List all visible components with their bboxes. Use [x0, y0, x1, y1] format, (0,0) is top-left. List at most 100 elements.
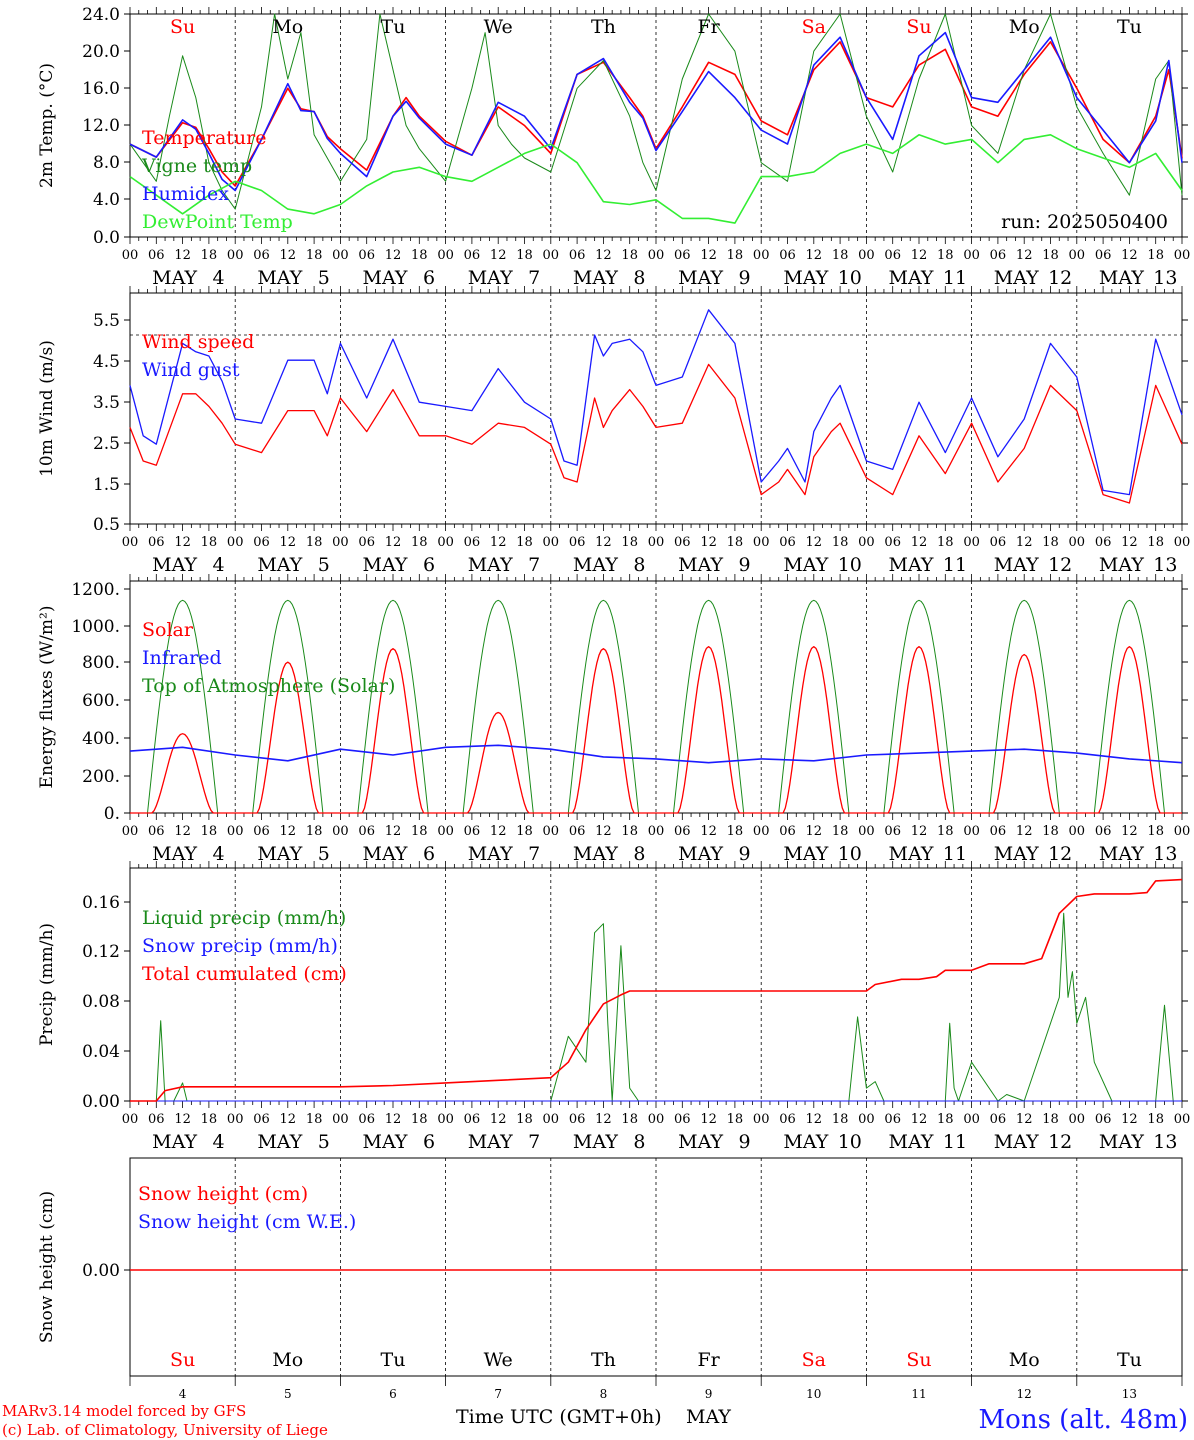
- x-tick-label: 06: [674, 535, 691, 550]
- x-tick-label: 06: [1095, 535, 1112, 550]
- x-tick-label: 18: [516, 535, 533, 550]
- day-number-label: 8: [600, 1387, 608, 1401]
- date-label-month: MAY: [257, 554, 302, 576]
- location-label: Mons (alt. 48m): [979, 1405, 1188, 1435]
- legend-label: Humidex: [142, 183, 229, 205]
- legend-label: Wind gust: [142, 359, 240, 381]
- x-tick-label: 06: [779, 248, 796, 263]
- x-tick-label: 18: [727, 824, 744, 839]
- x-tick-label: 12: [385, 824, 402, 839]
- date-label-month: MAY: [1099, 267, 1144, 289]
- y-tick-label: 0.04: [82, 1042, 120, 1062]
- weekday-label: Tu: [381, 16, 406, 38]
- x-tick-label: 12: [1016, 248, 1033, 263]
- y-tick-label: 0.0: [93, 228, 120, 248]
- x-tick-label: 06: [358, 1112, 375, 1127]
- x-tick-label: 06: [148, 248, 165, 263]
- x-tick-label: 06: [569, 1112, 586, 1127]
- date-label-month: MAY: [468, 267, 513, 289]
- y-tick-label: 16.0: [82, 79, 120, 99]
- x-tick-label: 00: [963, 248, 980, 263]
- x-tick-label: 12: [911, 824, 928, 839]
- x-tick-label: 00: [753, 824, 770, 839]
- x-tick-label: 06: [569, 248, 586, 263]
- x-tick-label: 00: [122, 535, 139, 550]
- x-tick-label: 00: [963, 824, 980, 839]
- x-tick-label: 06: [779, 1112, 796, 1127]
- x-tick-label: 00: [753, 1112, 770, 1127]
- date-label-day: 8: [633, 267, 645, 289]
- panel-3: 0. 200. 400. 600. 800. 1000. 1200. Energy fluxe…: [37, 574, 1190, 865]
- date-label-month: MAY: [783, 554, 828, 576]
- weekday-label: Mo: [272, 16, 303, 38]
- y-tick-label: 800.: [82, 653, 120, 673]
- x-tick-label: 12: [911, 535, 928, 550]
- x-tick-label: 18: [727, 248, 744, 263]
- x-tick-label: 06: [674, 1112, 691, 1127]
- x-tick-label: 06: [884, 824, 901, 839]
- panel-5: 0.00 Snow height (cm) Snow height (cm) Snow…: [37, 1157, 1188, 1401]
- date-label-month: MAY: [889, 1131, 934, 1153]
- date-label-month: MAY: [994, 554, 1039, 576]
- x-tick-label: 00: [543, 1112, 560, 1127]
- model-credit: MARv3.14 model forced by GFS: [2, 1402, 246, 1420]
- x-tick-label: 00: [648, 1112, 665, 1127]
- weekday-label: Tu: [381, 1349, 406, 1371]
- series-line-dewpoint-temp: [129, 134, 1183, 224]
- date-label-day: 8: [633, 554, 645, 576]
- y-tick-label: 0.00: [82, 1092, 120, 1112]
- y-axis-label: Precip (mm/h): [37, 923, 57, 1046]
- x-tick-label: 12: [595, 248, 612, 263]
- date-label-month: MAY: [573, 554, 618, 576]
- x-tick-label: 06: [990, 1112, 1007, 1127]
- x-tick-label: 00: [543, 535, 560, 550]
- day-number-label: 13: [1122, 1387, 1137, 1401]
- date-label-month: MAY: [889, 554, 934, 576]
- date-label-day: 7: [528, 1131, 540, 1153]
- date-label-day: 4: [213, 554, 225, 576]
- weekday-label: We: [484, 16, 513, 38]
- date-label-month: MAY: [257, 843, 302, 865]
- x-tick-label: 00: [543, 248, 560, 263]
- x-tick-label: 06: [1095, 824, 1112, 839]
- panel-4: 0.00 0.04 0.08 0.12 0.16 Precip (mm/h) 00 06 12 1…: [37, 861, 1190, 1153]
- date-label-day: 11: [943, 267, 967, 289]
- weekday-label: Fr: [697, 16, 720, 38]
- date-label-month: MAY: [889, 267, 934, 289]
- x-tick-label: 18: [832, 535, 849, 550]
- y-axis-label: Snow height (cm): [37, 1191, 57, 1343]
- date-label-day: 9: [739, 843, 751, 865]
- x-tick-label: 06: [253, 535, 270, 550]
- x-tick-label: 18: [1147, 1112, 1164, 1127]
- date-label-day: 13: [1153, 1131, 1177, 1153]
- x-tick-label: 18: [1042, 1112, 1059, 1127]
- date-label-day: 6: [423, 554, 435, 576]
- x-tick-label: 00: [437, 248, 454, 263]
- x-tick-label: 00: [1069, 824, 1086, 839]
- y-tick-label: 1000.: [71, 617, 120, 637]
- date-label-day: 7: [528, 843, 540, 865]
- date-label-day: 6: [423, 267, 435, 289]
- x-tick-label: 12: [1121, 1112, 1138, 1127]
- date-label-day: 8: [633, 1131, 645, 1153]
- legend-label: DewPoint Temp: [142, 211, 293, 233]
- date-label-month: MAY: [994, 1131, 1039, 1153]
- x-tick-label: 12: [490, 535, 507, 550]
- day-number-label: 4: [179, 1387, 187, 1401]
- legend-label: Infrared: [142, 647, 222, 669]
- date-label-day: 12: [1048, 267, 1072, 289]
- weekday-label: Th: [591, 16, 616, 38]
- weekday-label: Su: [170, 1349, 195, 1371]
- date-label-day: 12: [1048, 1131, 1072, 1153]
- x-tick-label: 06: [358, 535, 375, 550]
- x-tick-label: 18: [937, 535, 954, 550]
- x-tick-label: 18: [937, 248, 954, 263]
- y-tick-label: 24.0: [82, 5, 120, 25]
- series-line-wind-speed: [129, 363, 1183, 504]
- y-tick-label: 0.5: [93, 515, 120, 535]
- legend-label: Liquid precip (mm/h): [142, 907, 346, 929]
- weekday-label: Su: [906, 16, 931, 38]
- x-tick-label: 12: [595, 824, 612, 839]
- date-label-month: MAY: [1099, 554, 1144, 576]
- y-tick-label: 12.0: [82, 116, 120, 136]
